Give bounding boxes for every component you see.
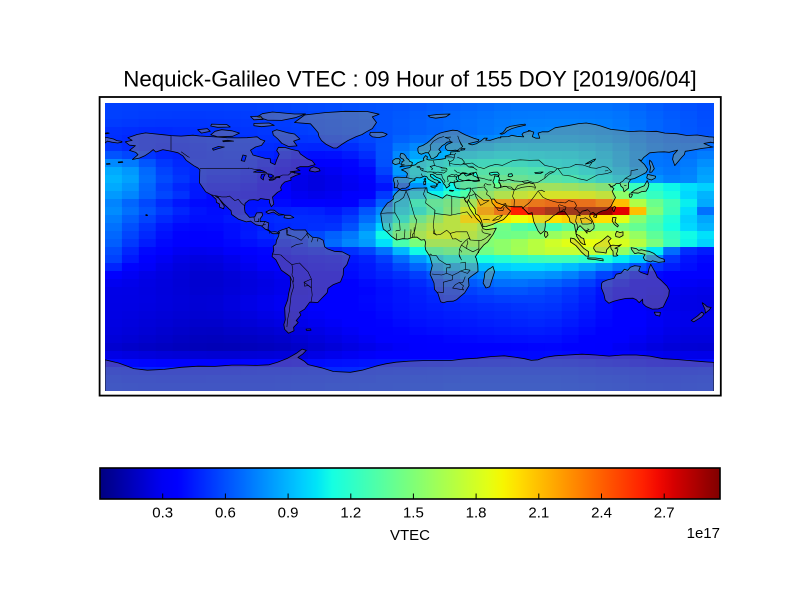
svg-text:2.4: 2.4 — [591, 505, 612, 522]
svg-text:1.2: 1.2 — [340, 505, 361, 522]
svg-text:1.5: 1.5 — [403, 505, 424, 522]
svg-text:2.7: 2.7 — [654, 505, 675, 522]
svg-text:0.9: 0.9 — [278, 505, 299, 522]
svg-text:VTEC: VTEC — [390, 527, 430, 544]
svg-text:1.8: 1.8 — [466, 505, 487, 522]
svg-text:2.1: 2.1 — [528, 505, 549, 522]
svg-text:Nequick-Galileo VTEC : 09 Hour: Nequick-Galileo VTEC : 09 Hour of 155 DO… — [123, 67, 696, 92]
svg-text:0.6: 0.6 — [215, 505, 236, 522]
svg-text:1e17: 1e17 — [687, 525, 720, 542]
svg-text:0.3: 0.3 — [152, 505, 173, 522]
